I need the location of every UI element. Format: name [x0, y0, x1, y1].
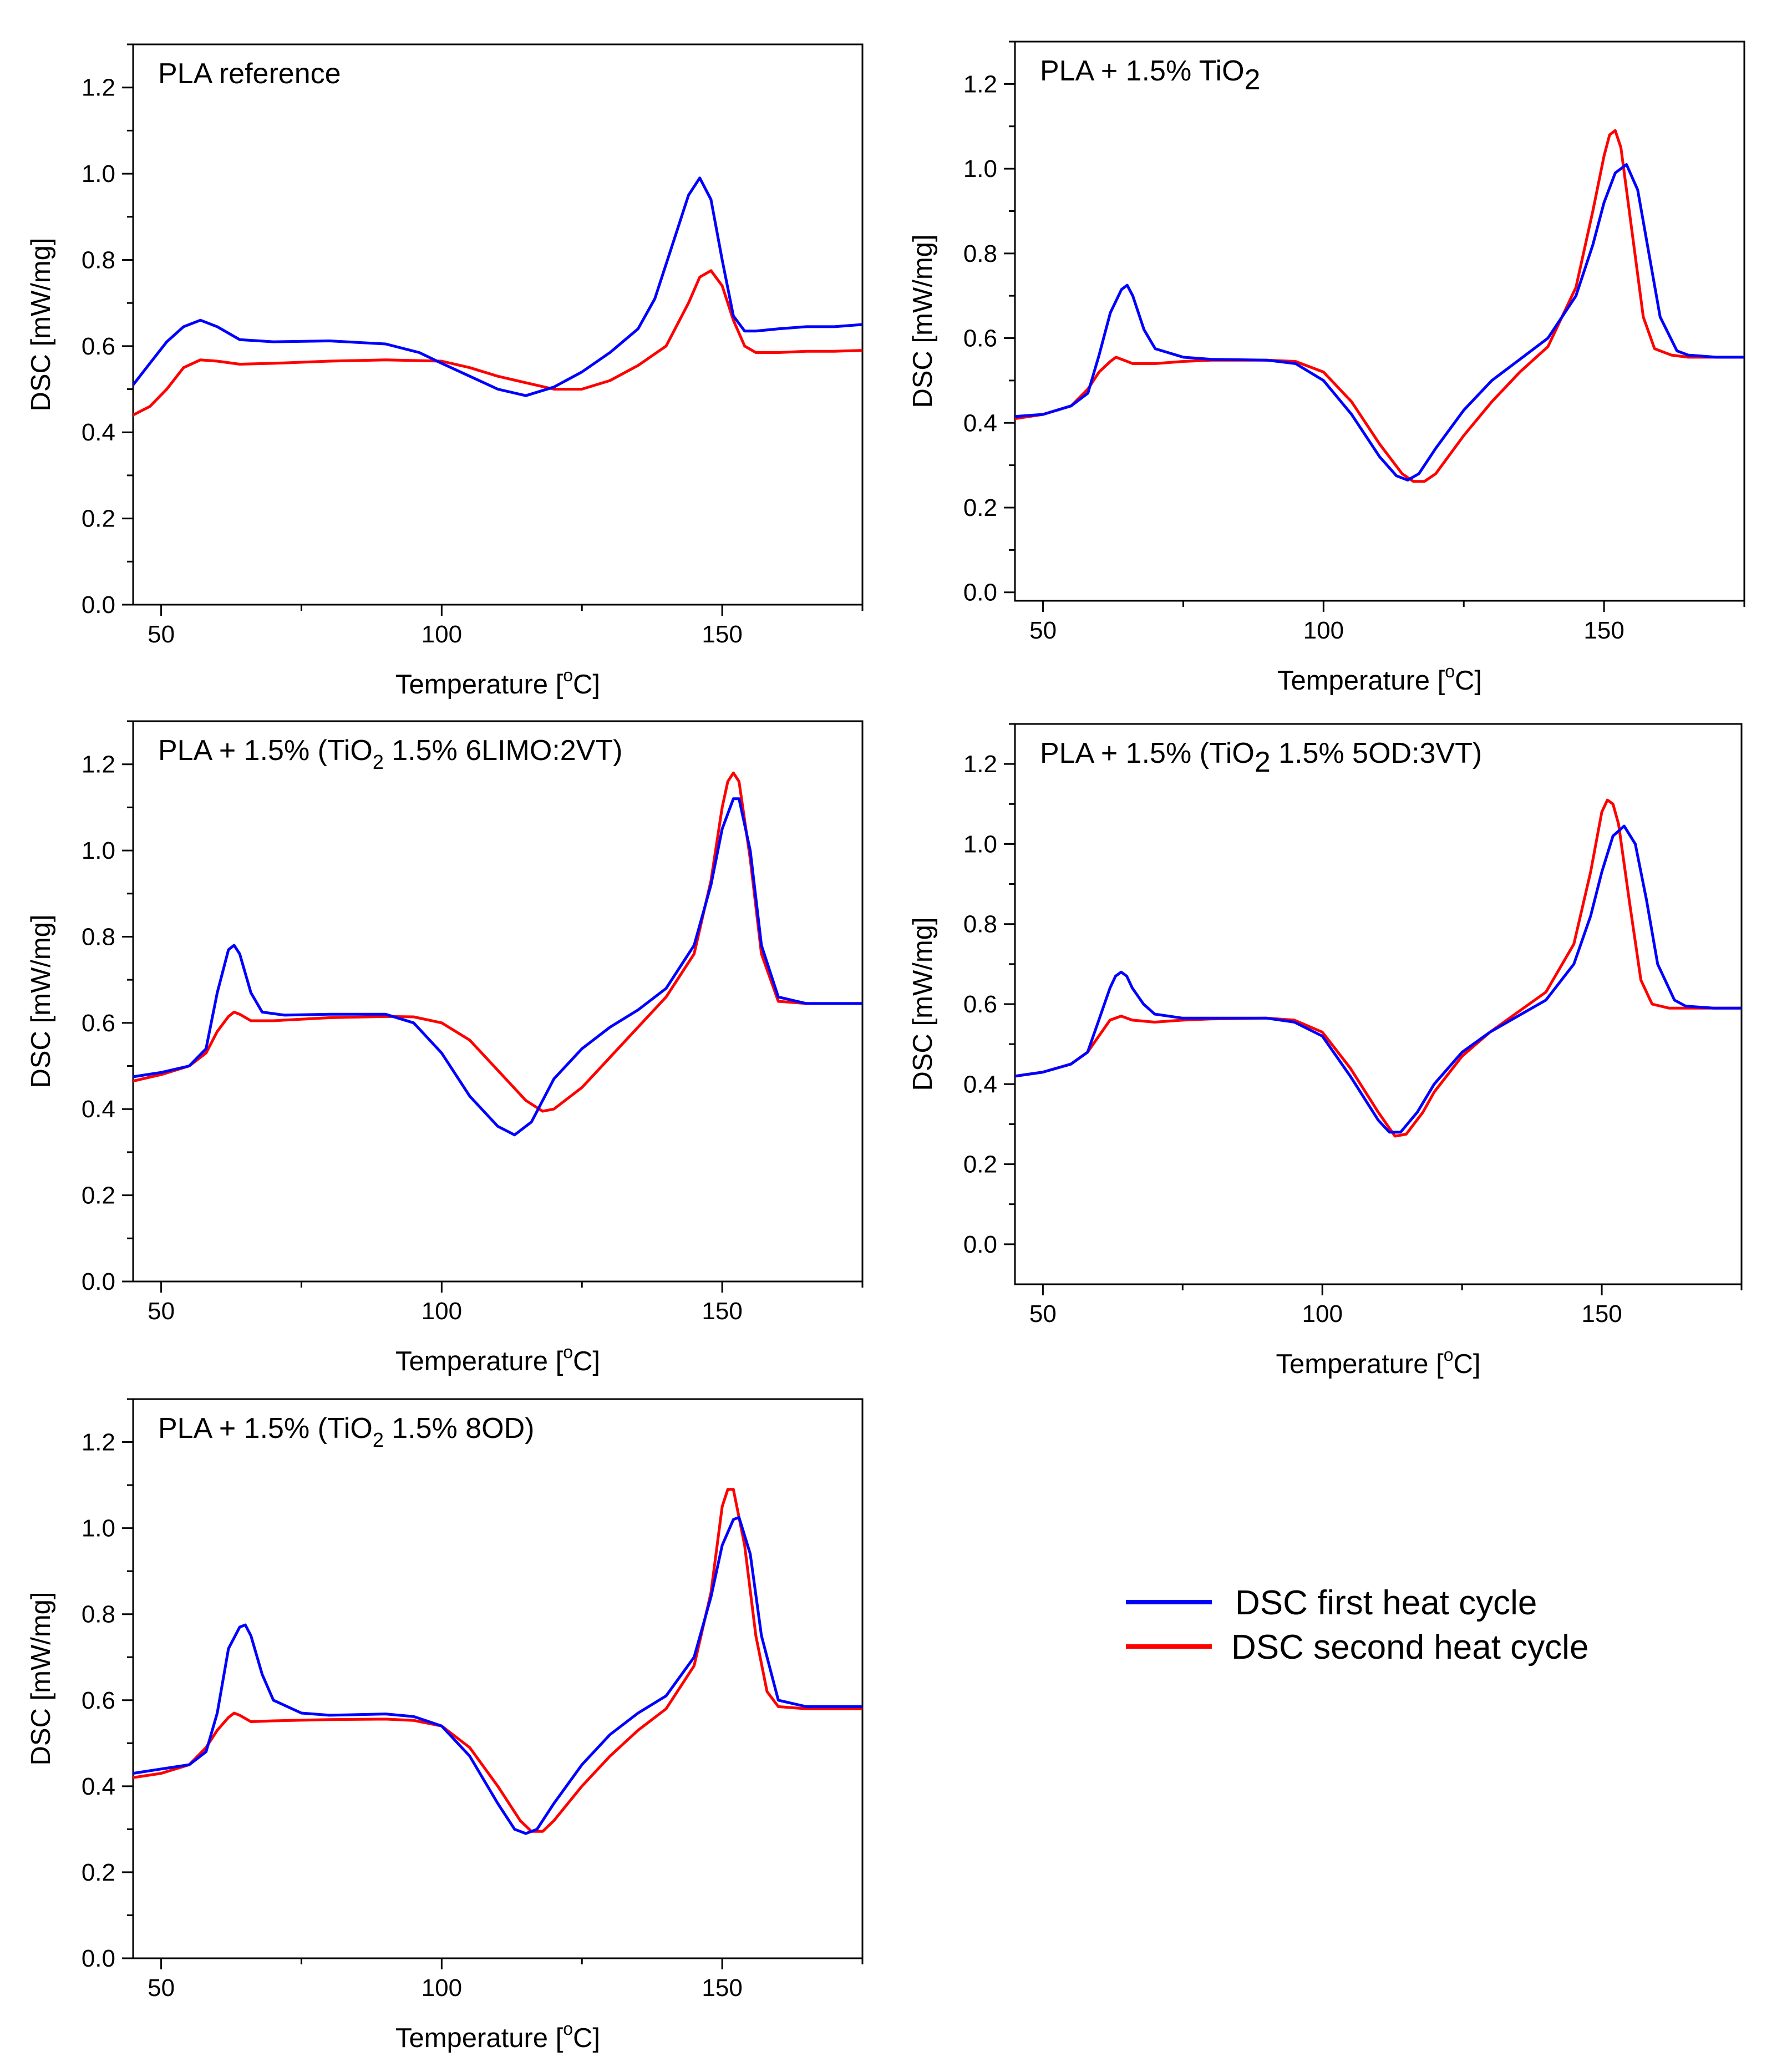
y-tick-label: 0.0	[82, 1268, 115, 1295]
series-line	[133, 797, 862, 1137]
y-tick-label: 0.2	[82, 1859, 115, 1886]
panel-title: PLA reference	[158, 58, 341, 90]
series-line	[133, 269, 862, 417]
x-tick-label: 150	[702, 1974, 742, 2002]
series-line	[133, 176, 862, 397]
y-tick-label: 0.0	[82, 1945, 115, 1972]
y-tick-label: 1.0	[82, 837, 115, 864]
series-group	[133, 176, 862, 417]
chart-panels: 0.0 0.2 0.4 0.6 0.8 1.0 1.2 50 100 150 Temperature…	[26, 40, 1745, 2053]
series-line	[1015, 824, 1742, 1134]
y-tick-label: 1.0	[82, 160, 115, 188]
panel-title: PLA + 1.5% (TiO2 1.5% 5OD:3VT)	[1040, 737, 1482, 778]
y-tick-label: 0.2	[963, 1151, 997, 1178]
x-axis-title: Temperature [oC]	[395, 2019, 600, 2053]
x-axis-title: Temperature [oC]	[395, 1342, 600, 1376]
series-line	[133, 1516, 862, 1835]
y-tick-label: 0.8	[82, 1601, 115, 1628]
series-line	[133, 771, 862, 1113]
legend-label-second-heat: DSC second heat cycle	[1231, 1628, 1588, 1666]
y-tick-label: 1.2	[82, 74, 115, 102]
y-axis-title: DSC [mW/mg]	[908, 234, 938, 408]
y-tick-label: 0.4	[963, 409, 997, 437]
y-tick-label: 1.2	[963, 751, 997, 778]
y-tick-label: 0.0	[963, 579, 997, 606]
x-tick-label: 50	[1029, 617, 1057, 644]
series-group	[1015, 798, 1742, 1138]
y-axis-title: DSC [mW/mg]	[26, 237, 56, 411]
x-tick-label: 100	[422, 621, 462, 648]
series-group	[1015, 129, 1744, 483]
y-tick-label: 0.2	[82, 1182, 115, 1209]
x-tick-label: 150	[702, 1298, 742, 1325]
y-tick-label: 0.2	[963, 494, 997, 521]
y-tick-label: 0.8	[82, 246, 115, 273]
x-tick-label: 100	[1303, 617, 1344, 644]
y-tick-label: 0.0	[82, 591, 115, 619]
chart-panel: 0.0 0.2 0.4 0.6 0.8 1.0 1.2 50 100 150 Temperature…	[26, 1398, 864, 2053]
series-group	[133, 771, 862, 1137]
y-tick-label: 1.2	[963, 70, 997, 98]
y-tick-label: 0.8	[82, 923, 115, 950]
x-tick-label: 100	[422, 1974, 462, 2002]
y-tick-label: 1.0	[963, 155, 997, 183]
y-axis-title: DSC [mW/mg]	[26, 914, 56, 1088]
chart-panel: 0.0 0.2 0.4 0.6 0.8 1.0 1.2 50 100 150 Temperature…	[908, 40, 1745, 696]
y-tick-label: 0.4	[82, 419, 115, 446]
y-tick-label: 1.2	[82, 751, 115, 778]
y-tick-label: 0.0	[963, 1231, 997, 1258]
plot-frame	[132, 720, 864, 1283]
y-axis-title: DSC [mW/mg]	[908, 917, 938, 1091]
x-axis-title: Temperature [oC]	[395, 665, 600, 700]
x-tick-label: 50	[148, 1974, 175, 2002]
x-tick-label: 150	[1583, 617, 1624, 644]
plot-frame	[132, 1398, 864, 1959]
y-tick-label: 1.0	[82, 1515, 115, 1542]
y-tick-label: 0.6	[82, 333, 115, 360]
x-tick-label: 50	[1029, 1300, 1057, 1328]
series-line	[133, 1488, 862, 1833]
y-tick-label: 0.6	[82, 1010, 115, 1037]
chart-panel: 0.0 0.2 0.4 0.6 0.8 1.0 1.2 50 100 150 Temperature…	[908, 723, 1743, 1379]
y-tick-label: 0.8	[963, 911, 997, 938]
series-line	[1015, 163, 1744, 482]
chart-panel: 0.0 0.2 0.4 0.6 0.8 1.0 1.2 50 100 150 Temperature…	[26, 43, 864, 700]
x-tick-label: 50	[148, 1298, 175, 1325]
legend: DSC first heat cycle DSC second heat cyc…	[1126, 1584, 1588, 1666]
y-tick-label: 0.4	[82, 1096, 115, 1123]
y-axis-title: DSC [mW/mg]	[26, 1592, 56, 1765]
x-tick-label: 50	[148, 621, 175, 648]
y-tick-label: 0.8	[963, 240, 997, 267]
panel-title: PLA + 1.5% TiO2	[1040, 55, 1260, 96]
x-tick-label: 150	[1581, 1300, 1622, 1328]
y-tick-label: 0.6	[963, 991, 997, 1018]
x-axis-title: Temperature [oC]	[1276, 1345, 1480, 1379]
y-tick-label: 0.6	[82, 1687, 115, 1714]
y-tick-label: 1.2	[82, 1429, 115, 1456]
y-tick-label: 1.0	[963, 830, 997, 858]
x-axis-title: Temperature [oC]	[1277, 661, 1482, 696]
series-line	[1015, 129, 1744, 483]
x-tick-label: 150	[702, 621, 742, 648]
chart-panel: 0.0 0.2 0.4 0.6 0.8 1.0 1.2 50 100 150 Temperature…	[26, 720, 864, 1376]
y-tick-label: 0.4	[963, 1071, 997, 1098]
y-tick-label: 0.4	[82, 1773, 115, 1800]
panel-title: PLA + 1.5% (TiO2 1.5% 8OD)	[158, 1412, 535, 1451]
panel-title: PLA + 1.5% (TiO2 1.5% 6LIMO:2VT)	[158, 734, 622, 773]
series-line	[1015, 798, 1742, 1138]
x-tick-label: 100	[1302, 1300, 1343, 1328]
plot-frame	[1014, 40, 1745, 602]
series-group	[133, 1488, 862, 1835]
y-tick-label: 0.6	[963, 325, 997, 352]
legend-label-first-heat: DSC first heat cycle	[1235, 1584, 1537, 1622]
y-tick-label: 0.2	[82, 505, 115, 533]
x-tick-label: 100	[422, 1298, 462, 1325]
